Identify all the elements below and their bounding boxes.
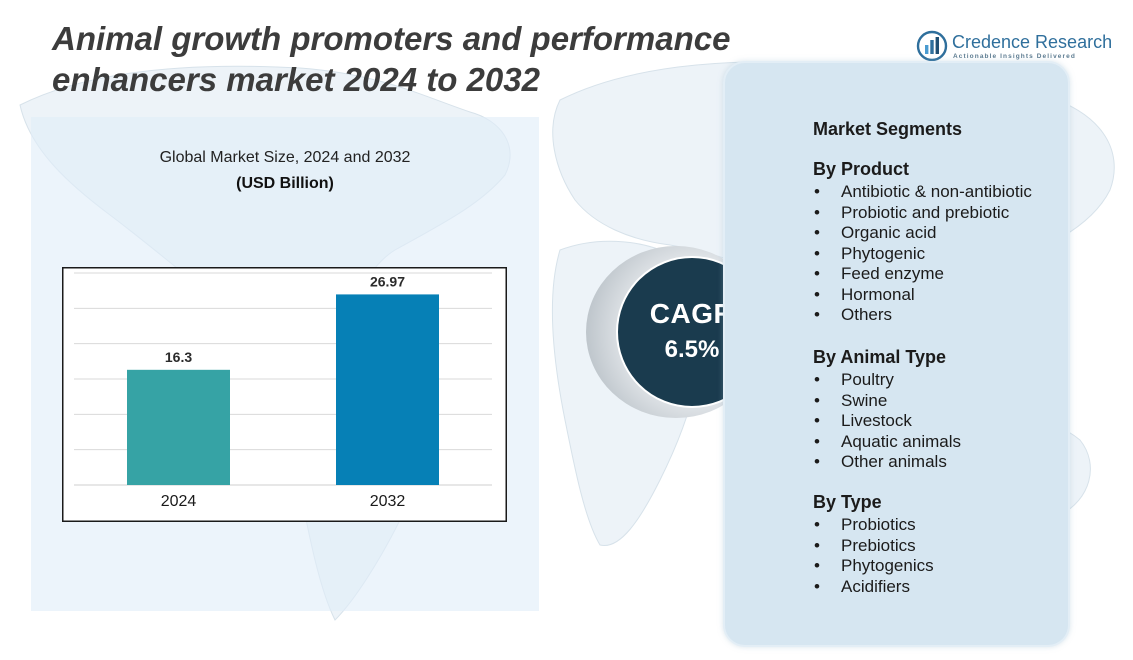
segment-item: Other animals xyxy=(813,452,961,473)
segments-title: Market Segments xyxy=(813,119,963,139)
page-title: Animal growth promoters and performance … xyxy=(52,18,812,100)
chart-unit: (USD Billion) xyxy=(236,175,334,192)
segment-group-heading: By Product xyxy=(813,159,910,179)
segment-item: Prebiotics xyxy=(813,536,934,557)
segment-item: Swine xyxy=(813,391,961,412)
segment-item: Organic acid xyxy=(813,223,1032,244)
bar-2032 xyxy=(336,294,439,485)
segment-item: Probiotic and prebiotic xyxy=(813,203,1032,224)
x-tick-label-2024: 2024 xyxy=(161,493,197,510)
cagr-label: CAGR xyxy=(649,298,735,329)
segment-group: By Animal Type PoultrySwineLivestockAquat… xyxy=(813,347,961,473)
segment-list: Antibiotic & non-antibioticProbiotic and… xyxy=(813,182,1032,326)
title-line-2: enhancers market 2024 to 2032 xyxy=(52,61,540,98)
brand-tagline: Actionable Insights Delivered xyxy=(953,53,1076,60)
segment-group: By Type ProbioticsPrebioticsPhytogenicsAc… xyxy=(813,492,934,597)
segment-group: By Product Antibiotic & non-antibioticPro… xyxy=(813,159,1032,326)
segment-item: Aquatic animals xyxy=(813,432,961,453)
title-line-1: Animal growth promoters and performance xyxy=(52,20,731,57)
brand-name: Credence Research xyxy=(952,32,1113,52)
segment-list: ProbioticsPrebioticsPhytogenicsAcidifier… xyxy=(813,515,934,597)
chart-panel: Global Market Size, 2024 and 2032 (USD B… xyxy=(31,117,539,611)
segment-item: Poultry xyxy=(813,370,961,391)
segment-item: Antibiotic & non-antibiotic xyxy=(813,182,1032,203)
segment-item: Feed enzyme xyxy=(813,264,1032,285)
segment-item: Hormonal xyxy=(813,285,1032,306)
brand-logo: Credence Research Actionable Insights De… xyxy=(916,30,1116,64)
x-tick-label-2032: 2032 xyxy=(370,493,406,510)
segment-list: PoultrySwineLivestockAquatic animalsOthe… xyxy=(813,370,961,473)
data-label-2024: 16.3 xyxy=(165,349,192,365)
segment-item: Others xyxy=(813,305,1032,326)
segments-panel: Market Segments By Product Antibiotic & n… xyxy=(723,61,1070,647)
data-label-2032: 26.97 xyxy=(370,273,405,289)
bar-chart: 16.3 2024 26.97 2032 xyxy=(62,267,507,522)
bar-2024 xyxy=(127,369,230,485)
segment-item: Phytogenics xyxy=(813,556,934,577)
segment-item: Probiotics xyxy=(813,515,934,536)
segment-item: Acidifiers xyxy=(813,577,934,598)
segment-item: Livestock xyxy=(813,411,961,432)
bar-chart-logo-icon xyxy=(916,30,948,62)
segment-group-heading: By Type xyxy=(813,492,882,512)
cagr-value: 6.5% xyxy=(664,336,720,363)
segment-item: Phytogenic xyxy=(813,244,1032,265)
chart-title: Global Market Size, 2024 and 2032 xyxy=(159,149,411,166)
segment-group-heading: By Animal Type xyxy=(813,347,947,367)
